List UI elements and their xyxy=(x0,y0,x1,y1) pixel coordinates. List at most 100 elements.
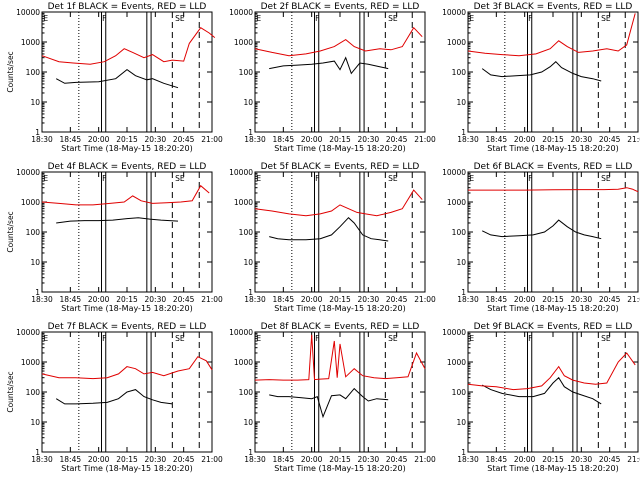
x-tick-label: 20:00 xyxy=(88,135,110,144)
x-axis-label: Start Time (18-May-15 18:20:20) xyxy=(61,144,192,153)
x-tick-label: 18:30 xyxy=(31,135,53,144)
panel-3: Det 3f BLACK = Events, RED = LLD 1 10 100 10… xyxy=(442,2,640,153)
series-line-black xyxy=(56,217,179,224)
series-line-black xyxy=(55,389,173,405)
marker-label: F xyxy=(315,334,319,343)
y-tick-label: 10 xyxy=(456,98,466,107)
y-tick-label: 100 xyxy=(239,68,254,77)
marker-label: F xyxy=(528,174,532,183)
y-tick-label: 10 xyxy=(456,258,466,267)
series-line-red xyxy=(467,13,636,57)
x-tick-label: 18:30 xyxy=(457,295,479,304)
x-tick-label: 20:45 xyxy=(173,455,195,464)
x-tick-label: 18:45 xyxy=(273,455,295,464)
x-tick-label: 18:45 xyxy=(60,295,82,304)
y-tick-label: 100 xyxy=(26,68,41,77)
x-tick-label: 20:30 xyxy=(571,295,593,304)
panel-title: Det 6f BLACK = Events, RED = LLD xyxy=(474,162,633,172)
panel-2: Det 2f BLACK = Events, RED = LLD 1 10 100 10… xyxy=(229,2,436,153)
x-axis-label: Start Time (18-May-15 18:20:20) xyxy=(61,464,192,473)
panel-title: Det 2f BLACK = Events, RED = LLD xyxy=(261,2,420,12)
plot-frame xyxy=(254,171,426,293)
y-tick-label: 1 xyxy=(461,288,466,297)
series-line-black xyxy=(481,376,602,405)
y-tick-label: 1000 xyxy=(21,38,40,47)
panel-5: Det 5f BLACK = Events, RED = LLD 1 10 100 10… xyxy=(229,162,436,313)
plot-frame xyxy=(254,331,426,453)
y-tick-label: 10000 xyxy=(16,328,40,337)
x-tick-label: 18:45 xyxy=(60,135,82,144)
y-tick-label: 100 xyxy=(452,228,467,237)
marker-label: E xyxy=(43,14,48,23)
marker-label: E xyxy=(43,334,48,343)
y-tick-label: 1 xyxy=(461,448,466,457)
y-tick-label: 1 xyxy=(35,128,40,137)
panel-7: Det 7f BLACK = Events, RED = LLD 1 10 100 10… xyxy=(6,322,223,473)
x-tick-label: 20:00 xyxy=(514,135,536,144)
x-tick-label: 20:15 xyxy=(542,455,564,464)
x-tick-label: 20:45 xyxy=(599,135,621,144)
x-axis-label: Start Time (18-May-15 18:20:20) xyxy=(487,464,618,473)
y-tick-label: 10000 xyxy=(16,8,40,17)
y-tick-label: 100 xyxy=(26,388,41,397)
marker-label: SE xyxy=(388,174,398,183)
series-line-red xyxy=(254,189,423,217)
panel-title: Det 3f BLACK = Events, RED = LLD xyxy=(474,2,633,12)
y-axis-label: Counts/sec xyxy=(6,371,15,412)
marker-label: E xyxy=(469,14,474,23)
x-tick-label: 21:00 xyxy=(414,295,436,304)
x-tick-label: 20:15 xyxy=(542,135,564,144)
marker-label: F xyxy=(102,334,106,343)
series-line-red xyxy=(41,184,210,206)
y-tick-label: 10000 xyxy=(442,168,466,177)
x-tick-label: 18:30 xyxy=(31,455,53,464)
marker-label: F xyxy=(102,174,106,183)
series-line-red xyxy=(254,334,426,381)
x-tick-label: 20:00 xyxy=(88,295,110,304)
y-tick-label: 100 xyxy=(452,68,467,77)
panel-title: Det 4f BLACK = Events, RED = LLD xyxy=(48,162,207,172)
y-tick-label: 10000 xyxy=(442,328,466,337)
y-tick-label: 10 xyxy=(30,98,40,107)
y-tick-label: 10 xyxy=(30,418,40,427)
y-tick-label: 1 xyxy=(35,288,40,297)
x-tick-label: 21:00 xyxy=(414,455,436,464)
panel-1: Det 1f BLACK = Events, RED = LLD 1 10 100 10… xyxy=(6,2,223,153)
y-tick-label: 10 xyxy=(456,418,466,427)
x-tick-label: 20:45 xyxy=(386,135,408,144)
x-tick-label: 20:15 xyxy=(116,135,138,144)
x-tick-label: 20:00 xyxy=(88,455,110,464)
x-tick-label: 20:30 xyxy=(571,135,593,144)
y-tick-label: 1 xyxy=(248,288,253,297)
x-tick-label: 18:30 xyxy=(31,295,53,304)
x-tick-label: 20:00 xyxy=(301,295,323,304)
series-line-black xyxy=(481,61,602,82)
marker-label: E xyxy=(256,174,261,183)
x-tick-label: 21:00 xyxy=(201,455,223,464)
y-axis-label: Counts/sec xyxy=(6,51,15,92)
series-line-red xyxy=(468,187,639,193)
x-axis-label: Start Time (18-May-15 18:20:20) xyxy=(274,144,405,153)
marker-label: F xyxy=(528,14,532,23)
marker-label: SE xyxy=(601,174,611,183)
marker-label: F xyxy=(528,334,532,343)
y-tick-label: 10 xyxy=(30,258,40,267)
x-tick-label: 20:00 xyxy=(514,295,536,304)
y-tick-label: 1000 xyxy=(447,358,466,367)
x-axis-label: Start Time (18-May-15 18:20:20) xyxy=(274,464,405,473)
marker-label: F xyxy=(315,14,319,23)
y-tick-label: 1000 xyxy=(21,358,40,367)
marker-label: SE xyxy=(175,174,185,183)
x-tick-label: 20:15 xyxy=(116,295,138,304)
x-tick-label: 20:15 xyxy=(542,295,564,304)
x-tick-label: 18:30 xyxy=(457,135,479,144)
x-tick-label: 18:45 xyxy=(486,135,508,144)
x-tick-label: 21:00 xyxy=(627,135,640,144)
marker-label: SE xyxy=(175,14,185,23)
x-tick-label: 20:45 xyxy=(599,295,621,304)
x-axis-label: Start Time (18-May-15 18:20:20) xyxy=(487,304,618,313)
y-tick-label: 10000 xyxy=(229,8,253,17)
series-line-red xyxy=(254,26,423,57)
series-line-black xyxy=(269,216,389,242)
marker-label: E xyxy=(469,334,474,343)
